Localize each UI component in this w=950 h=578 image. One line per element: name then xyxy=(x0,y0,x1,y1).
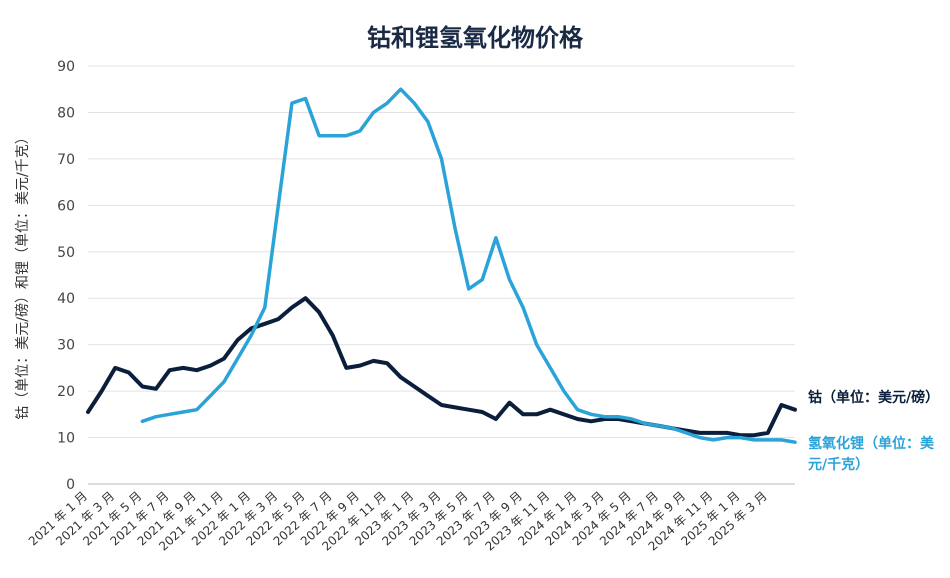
legend-cobalt: 钴（单位：美元/磅） xyxy=(808,390,940,406)
series-line-lithium xyxy=(140,87,797,444)
chart-title: 钴和锂氢氧化物价格 xyxy=(367,24,583,52)
y-tick-label: 60 xyxy=(57,198,75,214)
y-tick-labels: 0 10 20 30 40 50 60 70 80 90 xyxy=(57,59,75,493)
y-tick-label: 90 xyxy=(57,59,75,75)
y-tick-label: 80 xyxy=(57,105,75,121)
legend-lithium: 氢氧化锂（单位：美元/千克） xyxy=(808,436,934,473)
y-tick-label: 0 xyxy=(66,477,75,493)
y-tick-label: 70 xyxy=(57,152,75,168)
y-tick-label: 40 xyxy=(57,291,75,307)
series-line-cobalt xyxy=(86,296,797,438)
grid-lines xyxy=(88,65,795,485)
y-tick-label: 20 xyxy=(57,384,75,400)
y-tick-label: 50 xyxy=(57,245,75,261)
y-tick-label: 10 xyxy=(57,431,75,447)
y-tick-label: 30 xyxy=(57,338,75,354)
series-layer xyxy=(86,87,797,444)
